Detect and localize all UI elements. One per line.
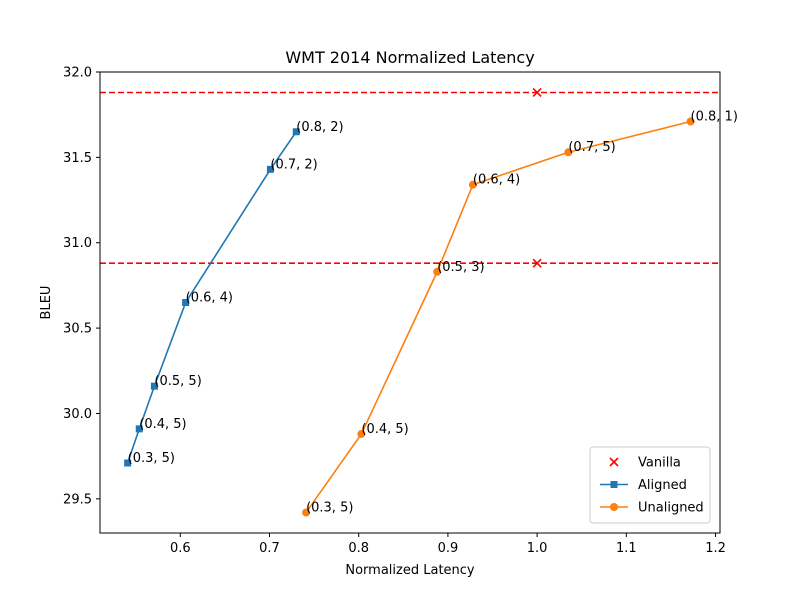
- circle-marker: [302, 508, 311, 517]
- square-marker: [266, 165, 274, 173]
- legend-item-aligned: Aligned: [600, 478, 687, 493]
- y-tick-label: 31.0: [63, 236, 92, 251]
- x-marker-stroke: [532, 258, 542, 268]
- y-tick-label: 31.5: [63, 151, 92, 166]
- data-label: (0.7, 2): [270, 157, 317, 172]
- data-label: (0.3, 5): [306, 501, 353, 516]
- data-label: (0.6, 4): [186, 291, 233, 306]
- y-axis-label: BLEU: [39, 286, 54, 320]
- data-label: (0.8, 1): [691, 110, 738, 125]
- data-label: (0.7, 5): [568, 140, 615, 155]
- x-tick-label: 0.6: [170, 541, 191, 556]
- data-label: (0.4, 5): [361, 422, 408, 437]
- series-layer: [124, 87, 695, 517]
- x-tick-label: 0.7: [259, 541, 280, 556]
- series-unaligned: [302, 117, 695, 517]
- y-tick-label: 32.0: [63, 66, 92, 81]
- circle-marker: [610, 503, 618, 511]
- square-marker: [124, 459, 132, 467]
- series-line: [305, 120, 691, 513]
- square-marker: [610, 481, 618, 488]
- reference-lines: [100, 91, 720, 265]
- legend-label: Aligned: [638, 478, 687, 493]
- circle-marker: [564, 148, 573, 157]
- circle-marker: [433, 267, 442, 276]
- data-label: (0.3, 5): [128, 451, 175, 466]
- data-label: (0.5, 3): [437, 260, 484, 275]
- legend-item-unaligned: Unaligned: [600, 501, 704, 516]
- x-tick-label: 0.8: [348, 541, 369, 556]
- x-tick-label: 0.9: [438, 541, 459, 556]
- y-tick-label: 29.5: [63, 492, 92, 507]
- chart-title: WMT 2014 Normalized Latency: [285, 48, 534, 67]
- series-line: [126, 131, 297, 464]
- x-marker: [532, 258, 542, 268]
- circle-marker: [357, 429, 366, 438]
- square-marker: [135, 425, 143, 433]
- axes-frame: [99, 71, 721, 534]
- legend-box: [589, 446, 711, 524]
- x-tick-label: 1.2: [705, 541, 726, 556]
- square-marker: [182, 299, 190, 306]
- circle-marker: [468, 180, 477, 189]
- x-tick-label: 1.1: [616, 541, 637, 556]
- data-label: (0.5, 5): [154, 374, 201, 389]
- point-labels: (0.3, 5) (0.4, 5) (0.5, 5) (0.6, 4) (0.7, 2)…: [128, 110, 738, 516]
- x-marker-stroke: [532, 87, 542, 98]
- y-tick-label: 30.0: [63, 407, 92, 422]
- legend-label: Unaligned: [638, 501, 704, 516]
- legend-label: Vanilla: [638, 456, 681, 471]
- x-marker: [609, 457, 619, 467]
- legend: Vanilla Aligned Unaligned: [589, 446, 711, 524]
- x-tick-label: 1.0: [527, 541, 548, 556]
- x-marker-stroke: [609, 457, 619, 467]
- data-label: (0.4, 5): [139, 417, 186, 432]
- square-marker: [150, 382, 158, 390]
- data-label: (0.8, 2): [296, 120, 343, 135]
- x-axis-ticks: 0.6 0.7 0.8 0.9 1.0 1.1 1.2: [170, 533, 726, 556]
- legend-item-vanilla: Vanilla: [609, 456, 681, 471]
- circle-marker: [686, 117, 695, 126]
- x-axis-label: Normalized Latency: [345, 563, 475, 578]
- x-marker: [532, 87, 542, 98]
- series-aligned: [124, 128, 300, 467]
- y-tick-label: 30.5: [63, 322, 92, 337]
- square-marker: [292, 128, 300, 136]
- y-axis-ticks: 29.5 30.0 30.5 31.0 31.5 32.0: [63, 66, 100, 507]
- series-vanilla: [532, 87, 542, 268]
- data-label: (0.6, 4): [473, 173, 520, 188]
